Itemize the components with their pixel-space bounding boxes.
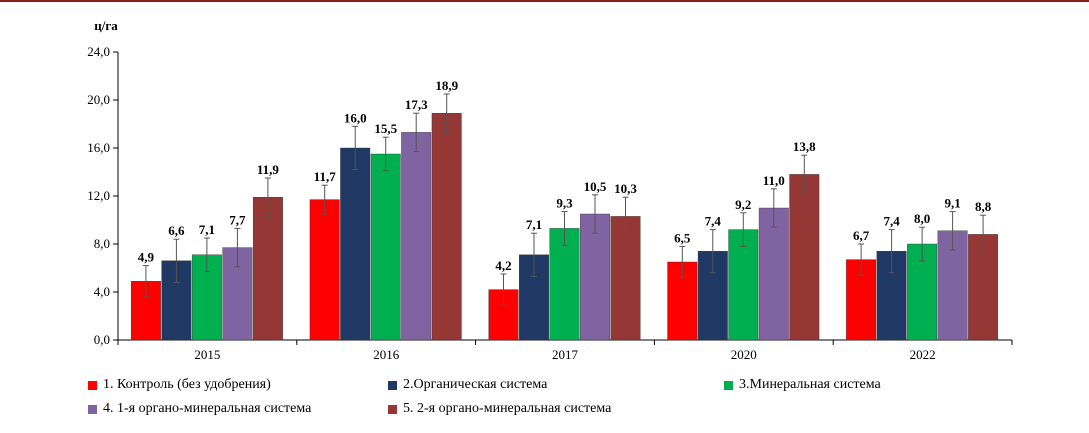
legend-swatch-series-3: [724, 380, 733, 390]
bar: [610, 216, 641, 341]
legend-item-series-4: 4. 1-я органо-минеральная система: [88, 401, 311, 417]
data-label: 17,3: [405, 97, 428, 112]
legend-item-series-5: 5. 2-я органо-минеральная система: [388, 401, 611, 417]
y-tick-label: 4,0: [94, 284, 110, 299]
data-label: 7,4: [705, 214, 722, 229]
legend-swatch-series-5: [388, 404, 397, 414]
top-divider: [0, 0, 1089, 2]
data-label: 7,4: [883, 214, 900, 229]
data-label: 7,1: [526, 217, 542, 232]
data-label: 11,9: [257, 162, 280, 177]
x-tick-label: 2015: [194, 347, 220, 362]
data-label: 8,0: [914, 211, 930, 226]
legend-label-series-5: 5. 2-я органо-минеральная система: [403, 401, 612, 416]
data-label: 10,3: [614, 181, 637, 196]
data-label: 18,9: [435, 78, 458, 93]
bar: [758, 207, 789, 341]
bar: [401, 132, 432, 341]
data-label: 10,5: [584, 179, 607, 194]
data-label: 6,7: [853, 228, 870, 243]
legend-row-2: 4. 1-я органо-минеральная система 5. 2-я…: [88, 401, 1088, 425]
data-label: 6,5: [674, 230, 691, 245]
legend-item-series-3: 3.Минеральная система: [724, 377, 881, 393]
data-label: 8,8: [975, 199, 992, 214]
y-tick-label: 16,0: [87, 140, 110, 155]
legend-row-1: 1. Контроль (без удобрения) 2.Органическ…: [88, 377, 1088, 401]
legend-label-series-2: 2.Органическая система: [403, 377, 548, 392]
y-tick-label: 8,0: [94, 236, 110, 251]
legend-label-series-1: 1. Контроль (без удобрения): [103, 377, 271, 392]
y-axis-label: ц/га: [94, 18, 118, 33]
bar: [549, 228, 580, 341]
bar: [580, 213, 610, 341]
data-label: 4,2: [495, 258, 511, 273]
bar: [728, 229, 759, 341]
data-label: 11,0: [763, 173, 785, 188]
legend: 1. Контроль (без удобрения) 2.Органическ…: [88, 377, 1088, 425]
bar-chart: ц/га 0,0 4,0 8,0 12,0 16,0 20,0 24,0 2015 4,9 6,6 7…: [87, 18, 1013, 362]
x-tick-label: 2022: [910, 347, 936, 362]
data-label: 15,5: [374, 121, 397, 136]
data-label: 6,6: [168, 223, 185, 238]
legend-label-series-3: 3.Минеральная система: [739, 377, 881, 392]
y-tick-label: 12,0: [87, 188, 110, 203]
bar: [431, 112, 462, 341]
data-label: 9,2: [735, 197, 751, 212]
legend-swatch-series-4: [88, 404, 97, 414]
x-tick-label: 2020: [731, 347, 757, 362]
bar: [370, 153, 401, 341]
y-tick-label: 24,0: [87, 44, 110, 59]
legend-item-series-1: 1. Контроль (без удобрения): [88, 377, 271, 393]
data-label: 9,1: [944, 196, 960, 211]
legend-label-series-4: 4. 1-я органо-минеральная система: [103, 401, 312, 416]
data-label: 7,1: [199, 222, 215, 237]
bar: [340, 147, 371, 341]
x-tick-label: 2017: [552, 347, 579, 362]
y-tick-label: 0,0: [94, 332, 110, 347]
data-label: 4,9: [138, 250, 155, 265]
data-label: 13,8: [793, 139, 816, 154]
bar: [309, 199, 340, 341]
bar: [252, 196, 283, 341]
data-label: 11,7: [314, 169, 337, 184]
data-label: 9,3: [556, 196, 573, 211]
legend-swatch-series-2: [388, 380, 397, 390]
legend-swatch-series-1: [88, 380, 97, 390]
legend-item-series-2: 2.Органическая система: [388, 377, 547, 393]
data-label: 16,0: [344, 110, 367, 125]
bar: [789, 174, 820, 341]
x-tick-label: 2016: [373, 347, 400, 362]
y-tick-label: 20,0: [87, 92, 110, 107]
data-label: 7,7: [229, 212, 246, 227]
